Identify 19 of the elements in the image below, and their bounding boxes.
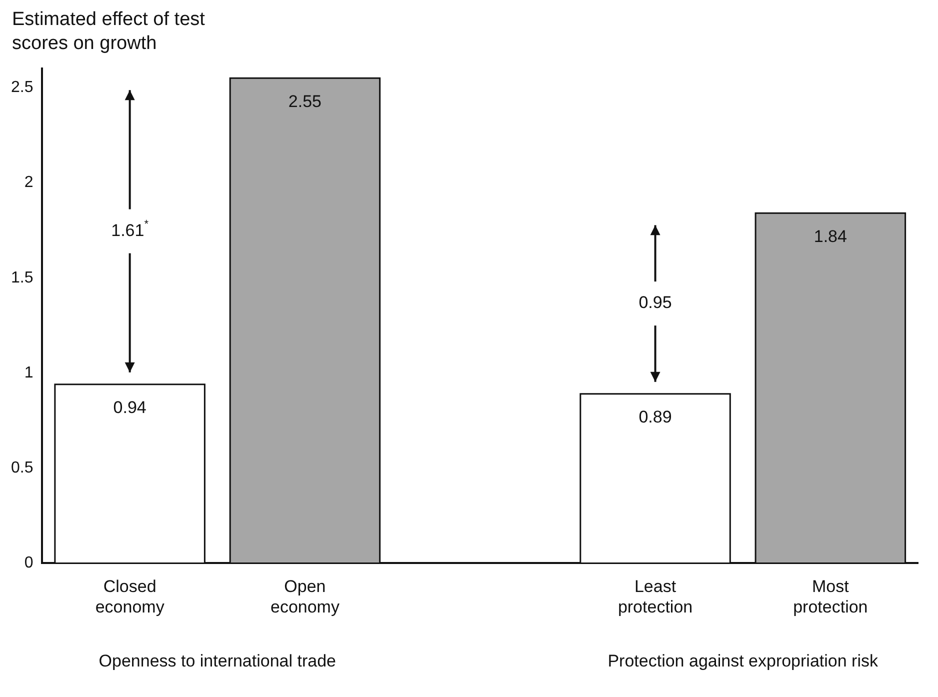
- data-label: 2.55: [288, 92, 322, 111]
- annotation: 0.95: [638, 293, 672, 312]
- y-tick-label: 0.5: [10, 459, 34, 476]
- x-tick-label: Open economy: [270, 577, 340, 616]
- y-tick-label: 2.5: [10, 79, 34, 96]
- y-tick-label: 2: [24, 174, 34, 192]
- y-tick-label: 1.5: [10, 269, 34, 286]
- data-label: 0.94: [113, 398, 146, 418]
- y-tick-label: 0: [24, 554, 34, 572]
- text: Openness to international trade: [98, 652, 336, 671]
- y-tick-label: 1: [24, 364, 34, 382]
- x-tick-label: Most protection: [793, 577, 868, 616]
- data-label: 0.89: [638, 408, 672, 427]
- y-axis-title: Estimated effect of test scores on growth: [12, 8, 206, 56]
- annotation: 1.61*: [111, 218, 150, 240]
- x-tick-label: Least protection: [618, 577, 693, 616]
- text: Protection against expropriation risk: [608, 652, 878, 671]
- data-label: 1.84: [814, 226, 847, 246]
- x-tick-label: Closed economy: [95, 577, 165, 616]
